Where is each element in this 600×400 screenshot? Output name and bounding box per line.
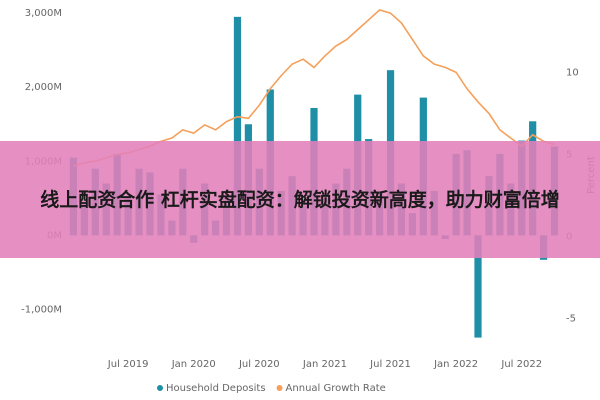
y-tick-label: -1,000M (21, 304, 62, 315)
bar (474, 235, 482, 338)
x-tick-label: Jan 2020 (171, 359, 216, 370)
y-tick-label: 3,000M (25, 8, 62, 19)
x-tick-label: Jul 2021 (369, 359, 411, 370)
x-tick-label: Jan 2021 (302, 359, 347, 370)
y2-tick-label: 10 (566, 67, 579, 78)
x-tick-label: Jul 2022 (500, 359, 542, 370)
legend-marker (157, 385, 163, 391)
banner-text: 线上配资合作 杠杆实盘配资：解锁投资新高度，助力财富倍增 (40, 188, 560, 211)
banner: 线上配资合作 杠杆实盘配资：解锁投资新高度，助力财富倍增 (0, 141, 600, 258)
legend-marker (276, 385, 283, 391)
legend-label: Annual Growth Rate (286, 383, 386, 394)
x-tick-label: Jul 2020 (238, 359, 280, 370)
y-tick-label: 2,000M (25, 82, 62, 93)
legend-label: Household Deposits (166, 383, 266, 394)
bar (233, 16, 242, 236)
x-tick-label: Jan 2022 (433, 359, 478, 370)
x-tick-label: Jul 2019 (107, 359, 149, 370)
y2-tick-label: -5 (566, 314, 576, 325)
